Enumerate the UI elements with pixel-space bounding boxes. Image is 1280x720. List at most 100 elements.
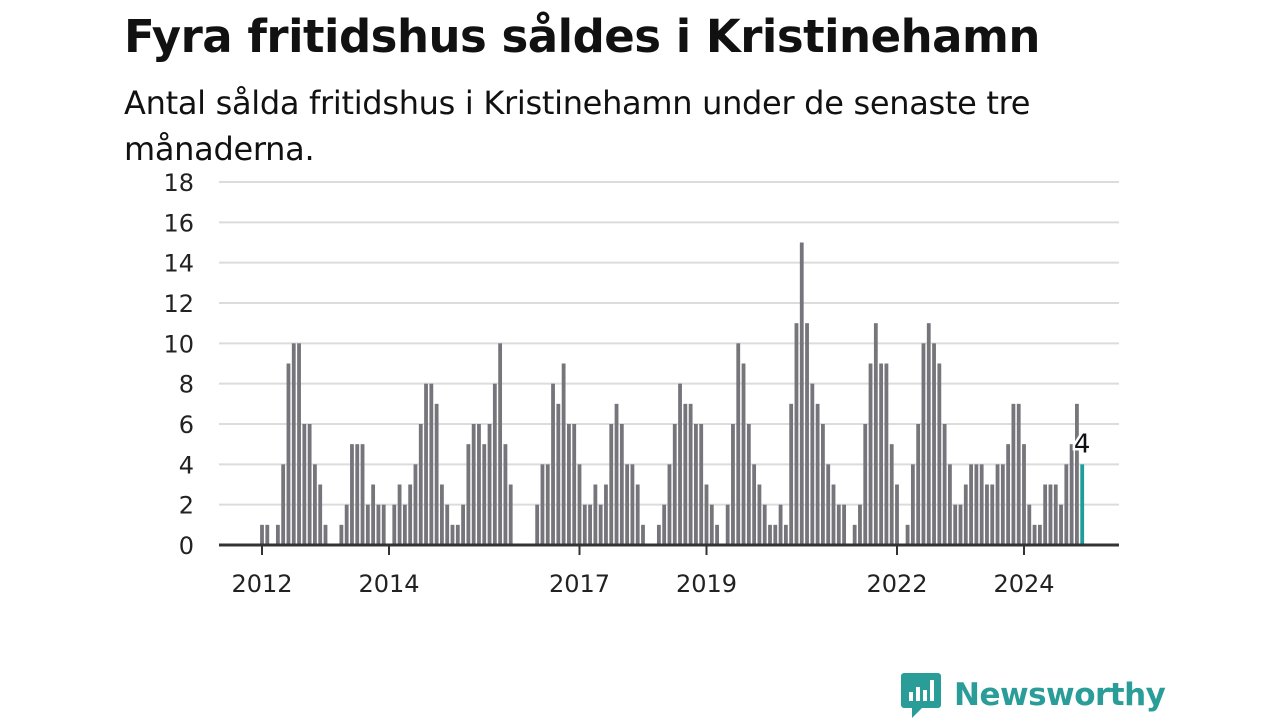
bar (307, 424, 312, 545)
bar (805, 323, 809, 545)
bar (641, 524, 645, 545)
y-tick-label: 4 (179, 451, 194, 479)
bar (508, 484, 513, 545)
data-labels: 4 (1071, 427, 1093, 462)
bar (995, 464, 1000, 545)
bar (762, 504, 767, 545)
bar (821, 424, 825, 545)
bars (260, 242, 1085, 545)
bar (487, 424, 492, 545)
bar (318, 484, 323, 545)
bar (281, 464, 286, 545)
bar (815, 403, 820, 545)
bar (731, 424, 735, 545)
bar (545, 464, 550, 545)
bar (746, 424, 751, 545)
x-tick-label: 2014 (358, 570, 419, 598)
bar (551, 383, 555, 545)
bar (1006, 444, 1011, 545)
bar (355, 444, 360, 545)
bar (873, 323, 878, 545)
brand-name: Newsworthy (954, 677, 1166, 713)
bar (1016, 403, 1021, 545)
bar (709, 504, 714, 545)
bar (1027, 504, 1032, 545)
bar (455, 524, 460, 545)
chart-speech-bubble-icon (901, 673, 941, 718)
bar (445, 504, 450, 545)
bar (1000, 464, 1005, 545)
bar (799, 242, 804, 545)
x-tick-label: 2024 (993, 570, 1054, 598)
bar (482, 444, 487, 545)
bar (969, 464, 973, 545)
bar (889, 444, 894, 545)
bar (810, 383, 815, 545)
y-tick-label: 12 (163, 290, 194, 318)
bar (413, 464, 418, 545)
bar (466, 444, 471, 545)
y-tick-label: 10 (163, 330, 194, 358)
bar (535, 504, 540, 545)
bar (275, 524, 280, 545)
bar (625, 464, 630, 545)
bar (492, 383, 497, 545)
bar (418, 424, 423, 545)
bar (577, 464, 582, 545)
bar (990, 484, 995, 545)
bar (588, 504, 592, 545)
y-tick-label: 0 (179, 532, 194, 560)
bar (323, 524, 328, 545)
bar (752, 464, 757, 545)
bar (773, 524, 778, 545)
bar (688, 403, 693, 545)
bar (953, 504, 958, 545)
bar (350, 444, 354, 545)
bar (265, 524, 270, 545)
bar (609, 424, 614, 545)
bar-highlight (1080, 464, 1085, 545)
bar (360, 444, 365, 545)
y-tick-label: 8 (179, 371, 194, 399)
bar (836, 504, 841, 545)
bar (842, 504, 846, 545)
bar (498, 343, 503, 545)
highlight-value-label: 4 (1074, 429, 1091, 459)
bar (572, 424, 577, 545)
bar (260, 524, 264, 545)
bar (1037, 524, 1042, 545)
bar (1043, 484, 1048, 545)
bar (461, 504, 465, 545)
x-tick-label: 2017 (549, 570, 610, 598)
bar (963, 484, 968, 545)
bar (434, 403, 439, 545)
bar (932, 343, 936, 545)
bar (868, 363, 873, 545)
x-axis: 2012 2014 2017 2019 2022 2024 (219, 543, 1119, 598)
bar (365, 504, 370, 545)
gridlines (219, 181, 1119, 506)
bar (863, 424, 868, 545)
bar (402, 504, 407, 545)
bar (858, 504, 862, 545)
bar (1059, 504, 1063, 545)
bar (397, 484, 402, 545)
bar (694, 424, 698, 545)
bar (741, 363, 746, 545)
bar (1064, 464, 1069, 545)
bar (794, 323, 799, 545)
bar (371, 484, 376, 545)
bar (958, 504, 963, 545)
bar (313, 464, 317, 545)
bar (662, 504, 667, 545)
bar (540, 464, 545, 545)
chart-title: Fyra fritidshus såldes i Kristinehamn (124, 10, 1040, 63)
bar (656, 524, 661, 545)
bar (879, 363, 884, 545)
bar (297, 343, 301, 545)
bar (381, 504, 386, 545)
y-tick-label: 16 (163, 209, 194, 237)
bar (1048, 484, 1053, 545)
y-axis-ticks: 0 2 4 6 8 10 12 14 16 18 (163, 169, 194, 560)
bar (884, 363, 889, 545)
